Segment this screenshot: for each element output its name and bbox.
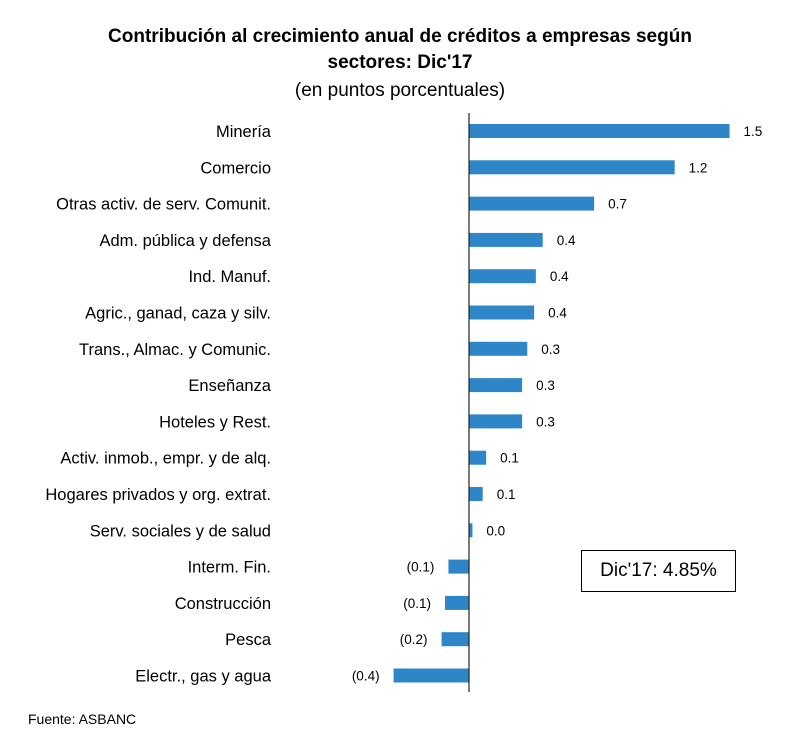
bar	[469, 160, 675, 175]
bar	[469, 124, 730, 138]
data-label: 0.4	[548, 306, 567, 321]
chart-subtitle: (en puntos porcentuales)	[294, 80, 506, 101]
bar	[393, 668, 469, 683]
bar	[469, 269, 536, 284]
bar	[469, 305, 535, 320]
category-label: Pesca	[225, 631, 272, 649]
bar	[469, 450, 487, 465]
bar	[441, 632, 469, 647]
data-label: 0.3	[536, 378, 555, 393]
category-label: Electr., gas y agua	[135, 668, 272, 686]
category-label: Construcción	[175, 595, 271, 613]
category-label: Trans., Almac. y Comunic.	[79, 341, 271, 359]
category-label: Minería	[216, 123, 272, 141]
data-label: 0.4	[557, 233, 576, 248]
data-label: 1.2	[689, 160, 708, 175]
data-label: 0.4	[550, 269, 569, 284]
category-label: Activ. inmob., empr. y de alq.	[60, 450, 271, 468]
chart-title-line1: Contribución al crecimiento anual de cré…	[108, 26, 692, 47]
category-label: Comercio	[200, 159, 271, 177]
data-label: 0.1	[497, 487, 516, 502]
data-label: (0.1)	[407, 560, 435, 575]
category-label: Serv. sociales y de salud	[90, 522, 271, 540]
category-label: Hoteles y Rest.	[159, 413, 271, 431]
category-label: Agric., ganad, caza y silv.	[85, 305, 271, 323]
category-label: Adm. pública y defensa	[99, 232, 271, 250]
bar	[469, 523, 473, 538]
data-label: 1.5	[744, 124, 763, 139]
data-label: 0.3	[541, 342, 560, 357]
bar	[469, 196, 595, 211]
bar	[469, 378, 523, 393]
bar	[469, 232, 543, 247]
data-label: 0.1	[500, 451, 519, 466]
category-label: Interm. Fin.	[188, 559, 271, 577]
category-label: Otras activ. de serv. Comunit.	[56, 196, 271, 214]
category-label: Enseñanza	[188, 377, 271, 395]
bar	[469, 414, 523, 429]
data-label: (0.4)	[352, 669, 380, 684]
data-label: 0.7	[608, 197, 627, 212]
data-label: (0.2)	[400, 632, 428, 647]
bar	[469, 487, 483, 501]
chart-title-line2: sectores: Dic'17	[327, 52, 473, 73]
total-annotation-box: Dic'17: 4.85%	[581, 550, 736, 592]
data-label: 0.3	[536, 414, 555, 429]
data-label: 0.0	[486, 523, 505, 538]
bar	[445, 595, 469, 610]
category-label: Ind. Manuf.	[188, 268, 271, 286]
data-label: (0.1)	[403, 596, 431, 611]
bar	[448, 559, 469, 574]
bar	[469, 341, 528, 356]
source-note: Fuente: ASBANC	[28, 711, 137, 727]
total-annotation-text: Dic'17: 4.85%	[600, 560, 717, 581]
category-label: Hogares privados y org. extrat.	[45, 486, 271, 504]
